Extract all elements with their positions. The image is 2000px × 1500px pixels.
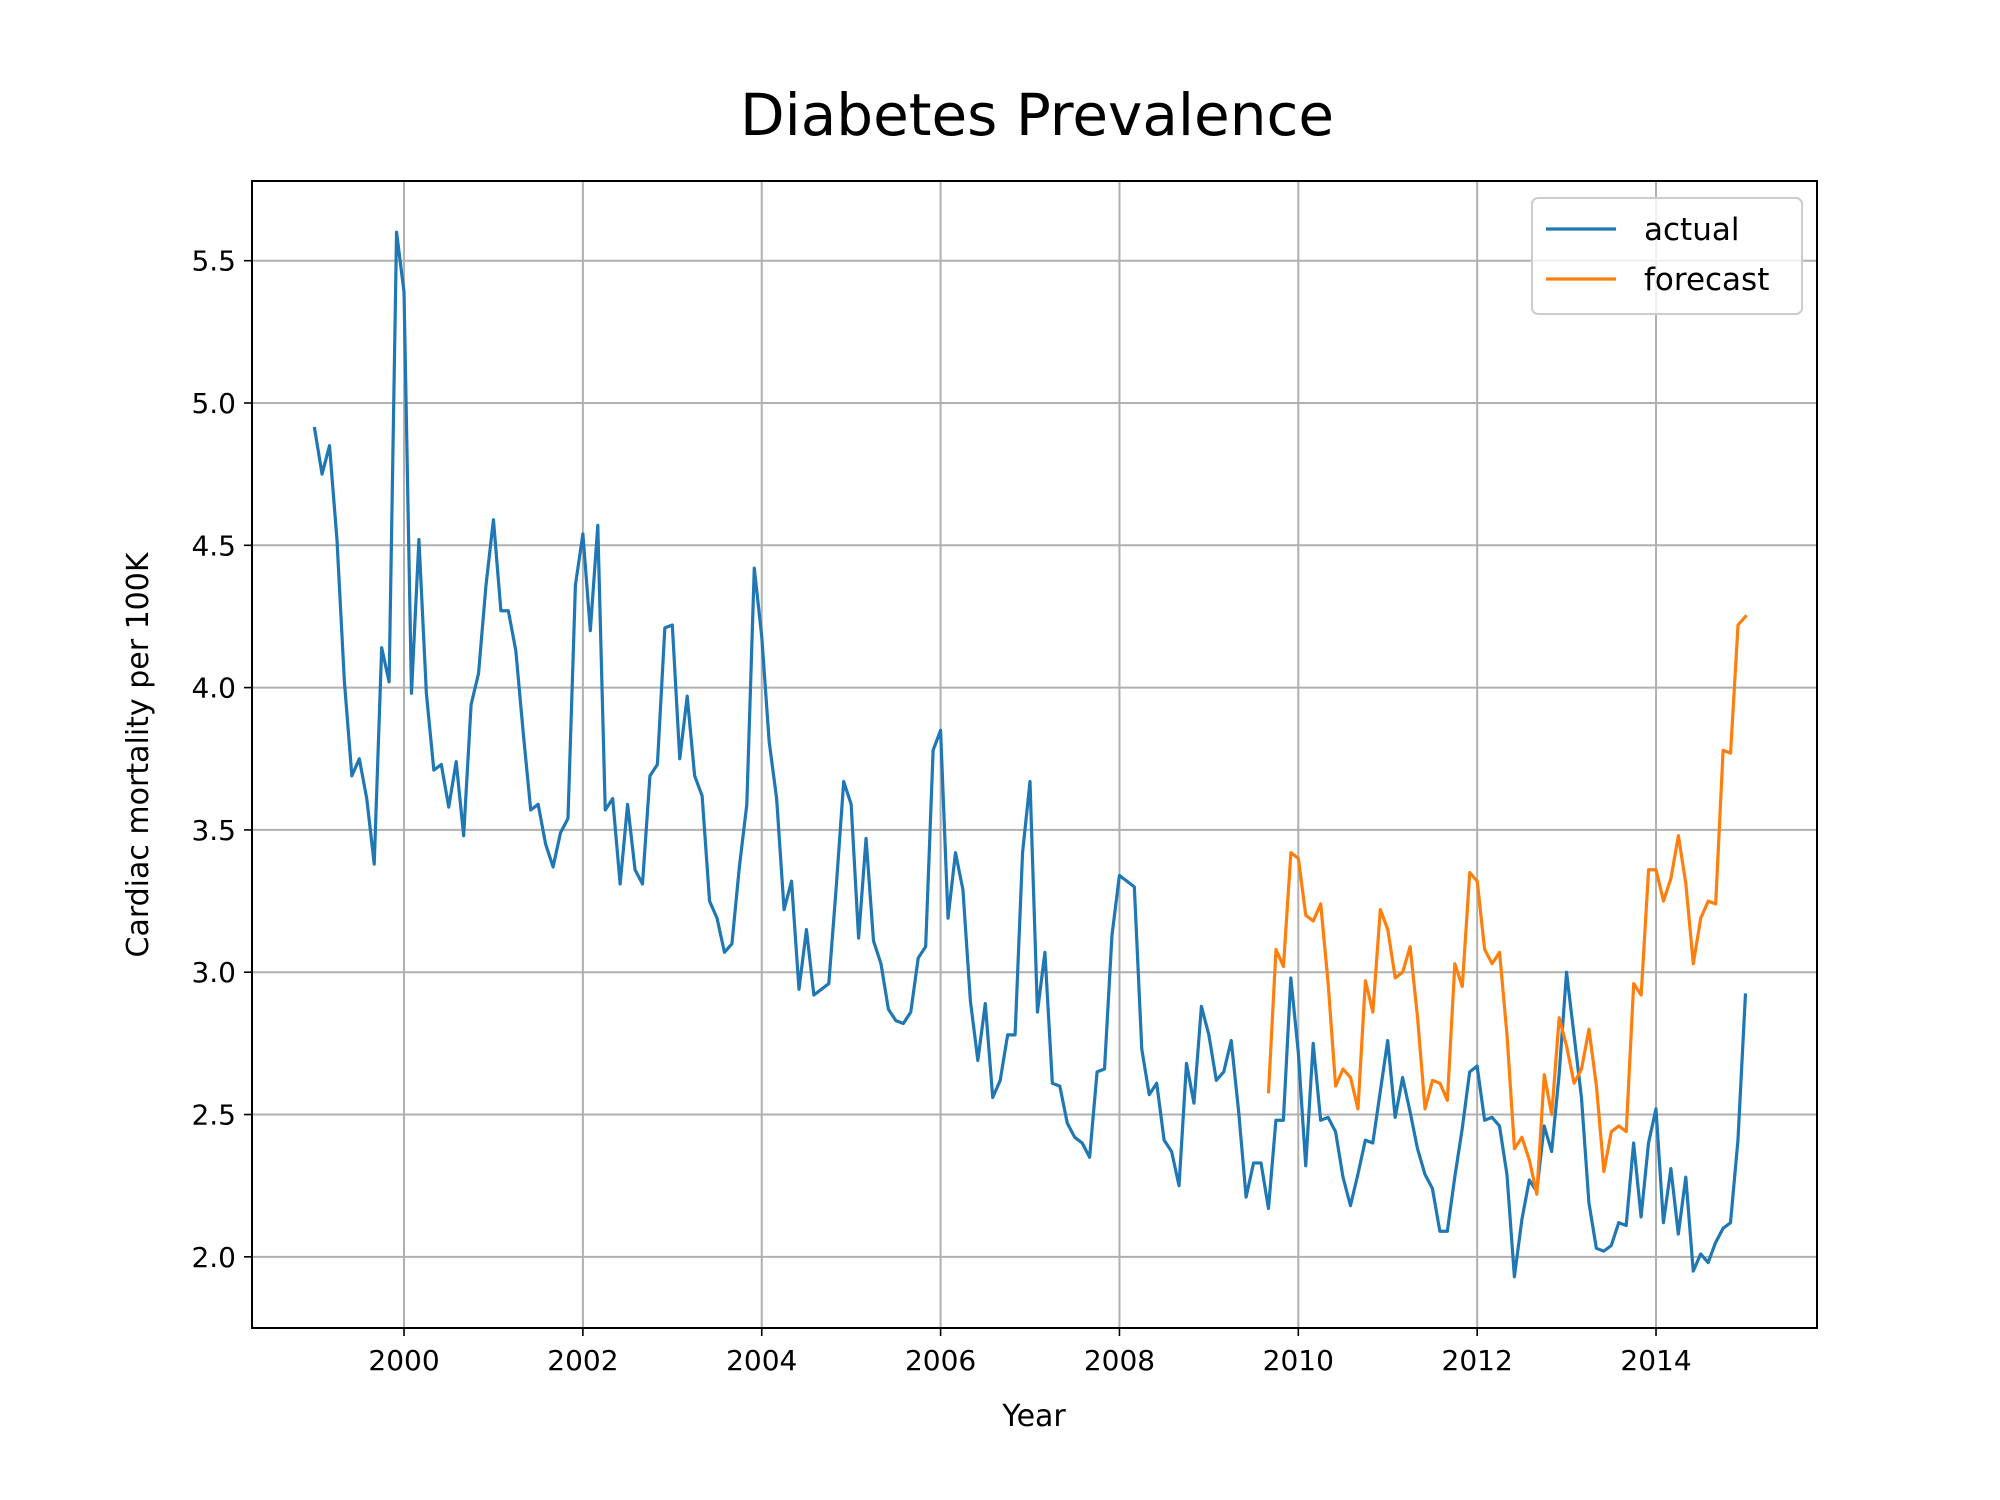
legend-box [1531,197,1803,315]
series-line-actual [312,230,1748,1279]
y-tick-label: 4.5 [191,529,236,562]
series-line-forecast [1266,614,1748,1196]
y-tick-label: 3.0 [191,956,236,989]
y-axis-label: Cardiac mortality per 100K [121,551,156,957]
legend: actual forecast [1531,197,1803,315]
legend-label-forecast: forecast [1644,262,1769,298]
legend-label-actual: actual [1644,212,1739,248]
x-tick-label: 2000 [368,1344,439,1377]
y-tick-label: 4.0 [191,672,236,705]
x-tick-label: 2014 [1620,1344,1691,1377]
chart-title: Diabetes Prevalence [740,81,1334,149]
x-axis-label: Year [1001,1399,1066,1434]
axis-ticks: 2000 2002 2004 2006 2008 2010 2012 2014 2.0 2.5 3.… [191,245,1691,1377]
x-tick-label: 2010 [1263,1344,1334,1377]
y-tick-label: 5.5 [191,245,236,278]
x-tick-label: 2008 [1084,1344,1155,1377]
y-tick-label: 2.5 [191,1099,236,1132]
axes-frame [251,180,1818,1329]
y-tick-label: 3.5 [191,814,236,847]
plot-area [312,230,1748,1279]
y-tick-label: 2.0 [191,1241,236,1274]
x-tick-label: 2012 [1442,1344,1513,1377]
y-tick-label: 5.0 [191,387,236,420]
x-tick-label: 2002 [547,1344,618,1377]
x-tick-label: 2004 [726,1344,797,1377]
x-tick-label: 2006 [905,1344,976,1377]
